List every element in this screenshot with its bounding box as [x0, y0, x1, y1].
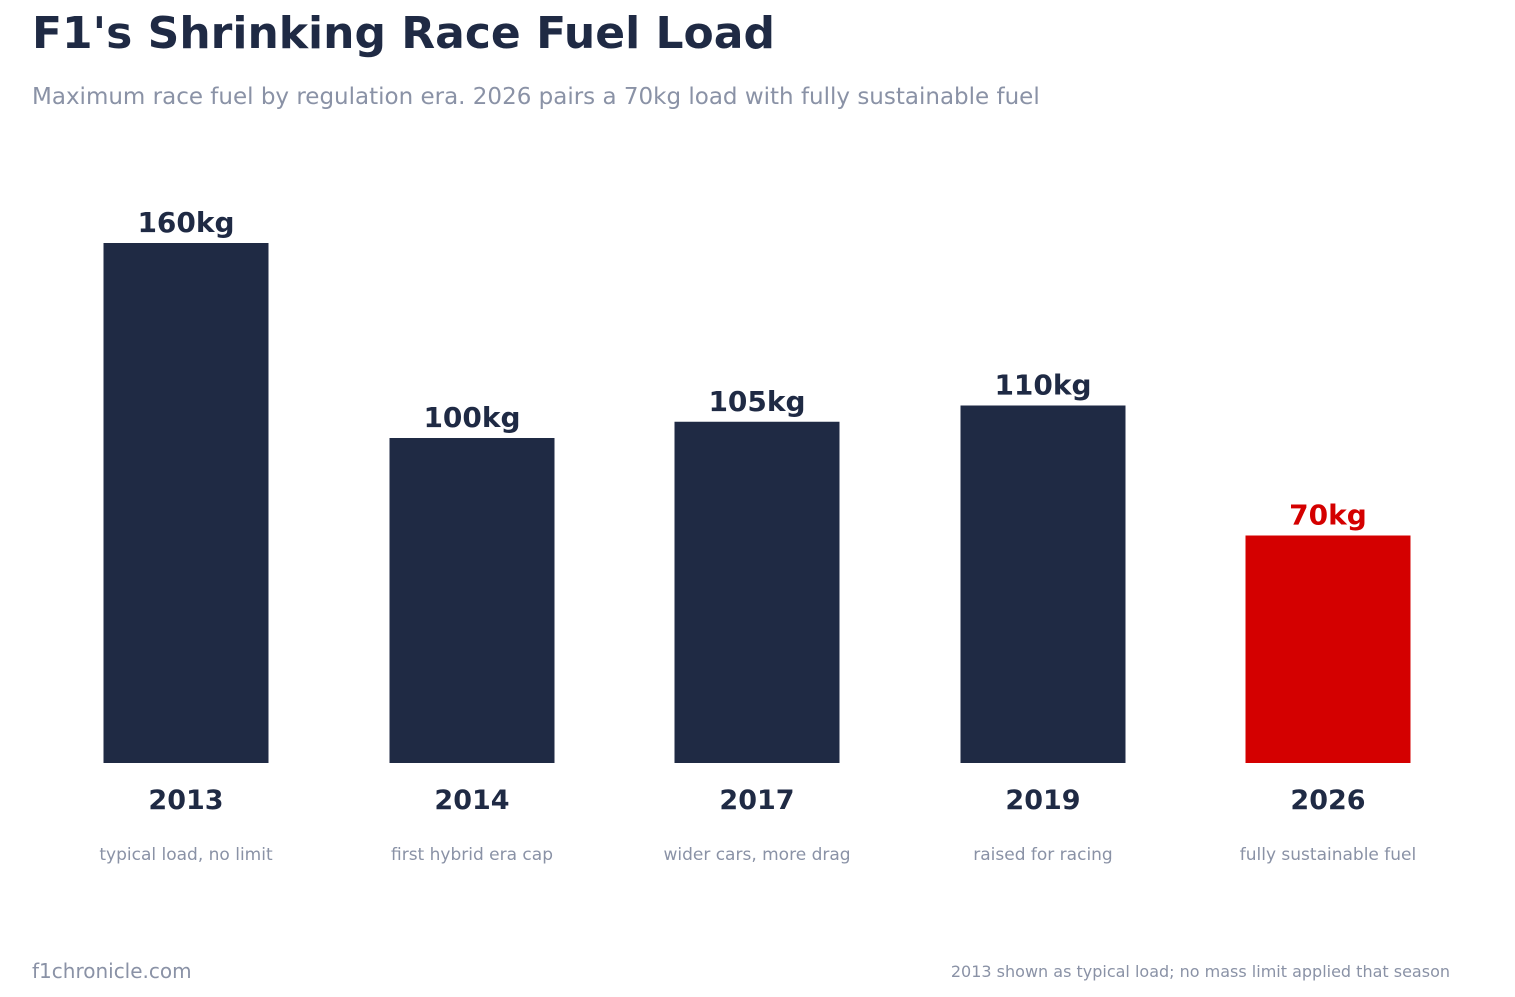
chart-subtitle: Maximum race fuel by regulation era. 202…	[32, 84, 1040, 110]
value-label-2019: 110kg	[994, 369, 1091, 402]
bar-2014	[389, 438, 555, 763]
bar-2017	[674, 421, 840, 763]
annotation-2019: raised for racing	[973, 845, 1112, 865]
annotation-2013: typical load, no limit	[99, 845, 273, 865]
value-label-2017: 105kg	[708, 385, 805, 418]
bar-2026	[1245, 535, 1411, 763]
tick-label-2017: 2017	[719, 785, 794, 816]
tick-label-2026: 2026	[1290, 785, 1365, 816]
tick-label-2019: 2019	[1005, 785, 1080, 816]
bar-2019	[960, 405, 1126, 763]
chart-title: F1's Shrinking Race Fuel Load	[32, 8, 775, 59]
value-label-2013: 160kg	[137, 206, 234, 239]
footnote: 2013 shown as typical load; no mass limi…	[950, 962, 1450, 981]
value-label-2014: 100kg	[423, 401, 520, 434]
annotation-2014: first hybrid era cap	[391, 845, 553, 865]
value-label-2026: 70kg	[1289, 499, 1367, 532]
annotation-2017: wider cars, more drag	[663, 845, 850, 865]
bar-2013	[103, 243, 269, 763]
tick-label-2013: 2013	[148, 785, 223, 816]
tick-label-2014: 2014	[434, 785, 509, 816]
site-credit: f1chronicle.com	[32, 959, 192, 983]
annotation-2026: fully sustainable fuel	[1240, 845, 1416, 865]
